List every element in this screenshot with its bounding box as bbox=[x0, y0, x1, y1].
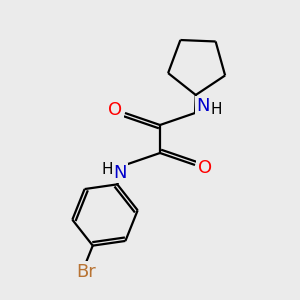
Text: Br: Br bbox=[76, 262, 96, 280]
Text: O: O bbox=[198, 159, 212, 177]
Text: H: H bbox=[101, 163, 113, 178]
Text: N: N bbox=[113, 164, 127, 182]
Text: N: N bbox=[196, 97, 210, 115]
Text: O: O bbox=[108, 101, 122, 119]
Text: H: H bbox=[210, 103, 222, 118]
